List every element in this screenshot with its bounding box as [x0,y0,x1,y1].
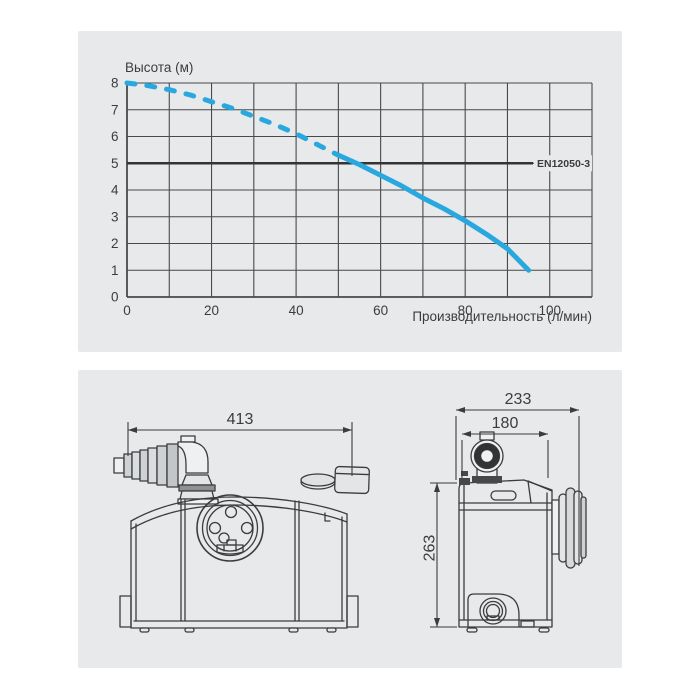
axis-tick-labels: 0 20 40 60 80 100 0 1 2 3 4 5 6 7 8 [111,76,561,319]
x-tick-label: 0 [123,303,131,318]
y-tick-label: 6 [111,129,119,144]
lid-cap-and-vent [300,465,370,522]
x-tick-label: 60 [373,303,388,318]
y-tick-label: 7 [111,102,119,117]
y-tick-label: 1 [111,263,119,278]
y-axis-title: Высота (м) [125,60,193,75]
side-depth-label: 233 [505,391,532,408]
x-tick-label: 80 [458,303,473,318]
y-tick-label: 8 [111,76,119,91]
inlet-fitting [459,431,504,485]
side-height-dimension: 263 [422,482,457,628]
head-flow-curve-upper [124,80,341,158]
head-flow-chart: EN12050-3 0 20 40 60 80 100 0 1 2 3 4 5 6 7 8 Высота (м)… [111,60,593,324]
side-depth-dimension: 233 [455,391,580,566]
front-width-dimension: 413 [127,411,353,476]
bellows-coupling [551,487,587,569]
front-width-label: 413 [227,411,254,428]
side-width-label: 180 [492,415,519,432]
pump-front-view: 413 [113,411,370,633]
access-cap [196,494,264,562]
side-width-dimension: 180 [461,415,549,478]
x-tick-label: 100 [538,303,561,318]
side-height-label: 263 [422,535,439,562]
y-tick-label: 4 [111,183,119,198]
head-flow-curve-lower [335,152,532,273]
y-tick-label: 3 [111,209,119,224]
dimensions-panel: 413 [78,370,622,668]
reference-line-en12050-3: EN12050-3 [127,155,592,172]
x-axis-title: Производительность (л/мин) [412,309,592,324]
y-tick-label: 2 [111,236,119,251]
pump-side-view: 233 180 263 [422,391,587,633]
y-tick-label: 5 [111,156,119,171]
reference-label-backdrop [534,155,592,172]
y-tick-label: 0 [111,290,119,305]
reference-line-label: EN12050-3 [537,158,590,170]
pump-dimension-drawings: 413 [113,391,587,633]
bottom-access-pocket [467,593,535,628]
x-tick-label: 20 [204,303,219,318]
x-tick-label: 40 [289,303,304,318]
performance-chart-panel: EN12050-3 0 20 40 60 80 100 0 1 2 3 4 5 6 7 8 Высота (м)… [78,31,622,352]
